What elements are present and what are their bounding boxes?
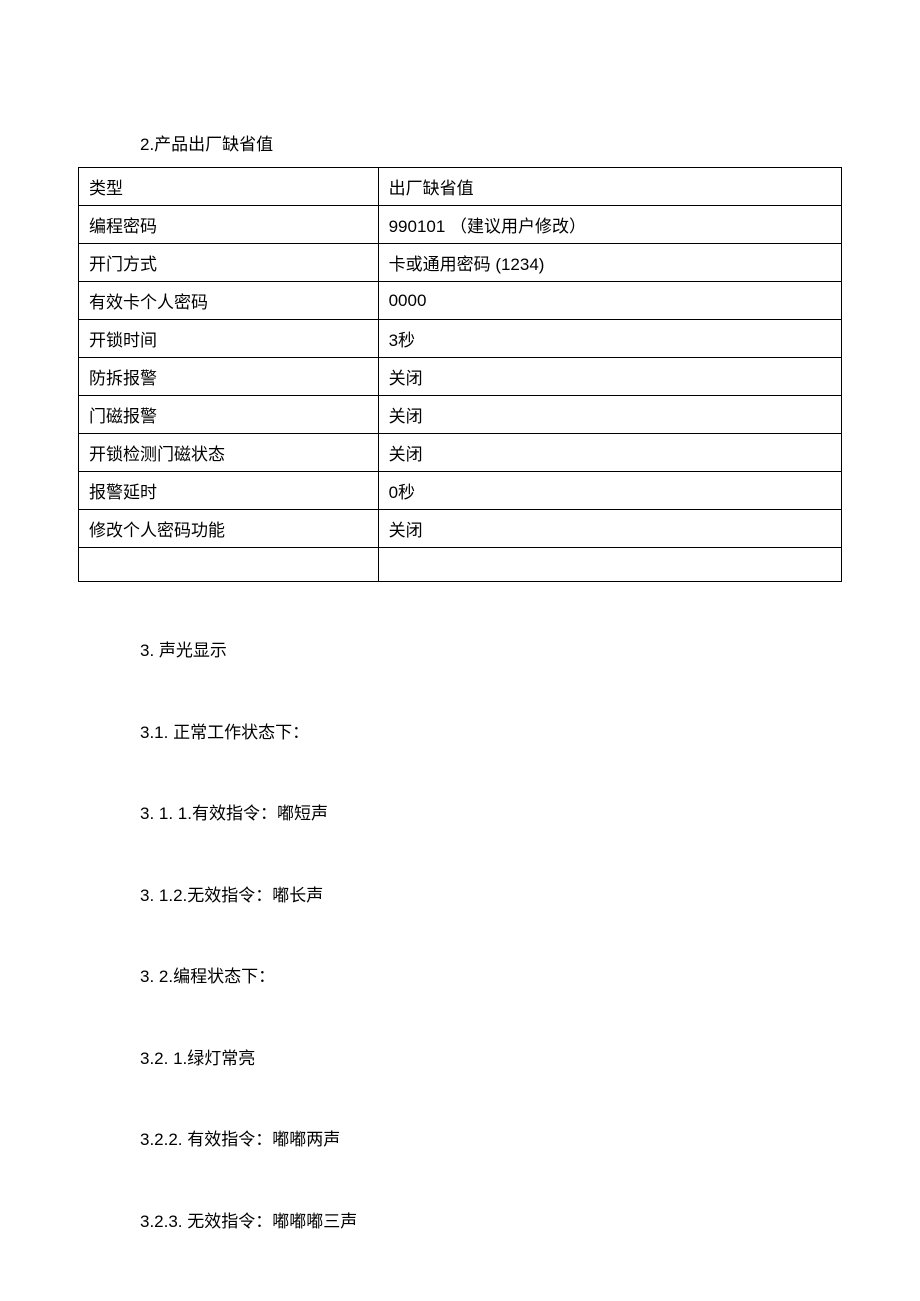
table-cell (378, 548, 841, 582)
table-cell: 关闭 (378, 396, 841, 434)
table-cell: 开门方式 (79, 244, 379, 282)
table-cell: 修改个人密码功能 (79, 510, 379, 548)
table-cell: 防拆报警 (79, 358, 379, 396)
table-cell: 有效卡个人密码 (79, 282, 379, 320)
section-3-item: 3.2.2. 有效指令：嘟嘟两声 (140, 1127, 920, 1153)
section-3-item: 3.1. 正常工作状态下： (140, 720, 920, 746)
table-cell: 关闭 (378, 510, 841, 548)
table-header-cell: 出厂缺省值 (378, 168, 841, 206)
section-2-title: 2.产品出厂缺省值 (140, 130, 920, 155)
table-cell: 关闭 (378, 358, 841, 396)
defaults-table: 类型 出厂缺省值 编程密码 990101 （建议用户修改） 开门方式 卡或通用密… (78, 167, 842, 582)
table-header-cell: 类型 (79, 168, 379, 206)
table-row: 修改个人密码功能 关闭 (79, 510, 842, 548)
table-cell: 990101 （建议用户修改） (378, 206, 841, 244)
table-cell (79, 548, 379, 582)
table-row: 开锁时间 3秒 (79, 320, 842, 358)
table-row (79, 548, 842, 582)
section-3-item: 3. 1.2.无效指令：嘟长声 (140, 883, 920, 909)
table-row: 有效卡个人密码 0000 (79, 282, 842, 320)
section-3-title: 3. 声光显示 (140, 638, 920, 664)
table-row: 编程密码 990101 （建议用户修改） (79, 206, 842, 244)
section-3-item: 3.2. 1.绿灯常亮 (140, 1046, 920, 1072)
table-cell: 门磁报警 (79, 396, 379, 434)
table-cell: 0000 (378, 282, 841, 320)
table-cell: 卡或通用密码 (1234) (378, 244, 841, 282)
table-cell: 关闭 (378, 434, 841, 472)
table-cell: 3秒 (378, 320, 841, 358)
table-cell: 编程密码 (79, 206, 379, 244)
table-cell: 开锁时间 (79, 320, 379, 358)
table-header-row: 类型 出厂缺省值 (79, 168, 842, 206)
table-cell: 开锁检测门磁状态 (79, 434, 379, 472)
section-3-item: 3. 2.编程状态下： (140, 964, 920, 990)
table-row: 开锁检测门磁状态 关闭 (79, 434, 842, 472)
section-3-item: 3. 1. 1.有效指令：嘟短声 (140, 801, 920, 827)
table-cell: 报警延时 (79, 472, 379, 510)
table-row: 开门方式 卡或通用密码 (1234) (79, 244, 842, 282)
table-row: 报警延时 0秒 (79, 472, 842, 510)
table-row: 门磁报警 关闭 (79, 396, 842, 434)
section-3-item: 3.2.3. 无效指令：嘟嘟嘟三声 (140, 1209, 920, 1235)
table-cell: 0秒 (378, 472, 841, 510)
table-row: 防拆报警 关闭 (79, 358, 842, 396)
